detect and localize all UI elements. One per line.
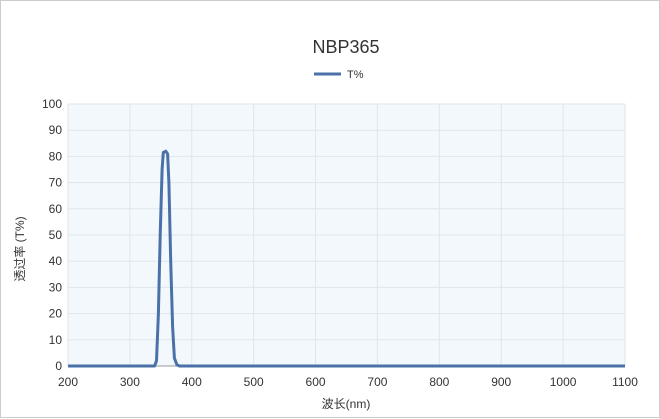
x-tick-label: 1100 (612, 375, 638, 389)
y-tick-label: 80 (49, 149, 63, 163)
x-tick-label: 800 (429, 375, 449, 389)
y-tick-label: 40 (49, 254, 63, 268)
y-tick-label: 60 (49, 202, 63, 216)
y-tick-label: 90 (49, 123, 63, 137)
y-tick-label: 30 (49, 280, 63, 294)
x-tick-label: 300 (120, 375, 140, 389)
x-tick-label: 900 (491, 375, 511, 389)
y-tick-label: 20 (49, 307, 63, 321)
x-tick-label: 700 (367, 375, 387, 389)
legend[interactable]: T% (314, 69, 364, 81)
y-tick-label: 50 (49, 228, 63, 242)
chart-title: NBP365 (312, 37, 379, 57)
y-axis-label: 透过率 (T%) (12, 216, 27, 281)
x-axis-label: 波长(nm) (322, 397, 371, 411)
x-tick-label: 200 (58, 375, 78, 389)
y-tick-label: 0 (55, 359, 62, 373)
x-tick-label: 400 (182, 375, 202, 389)
y-tick-label: 70 (49, 176, 63, 190)
x-tick-label: 500 (244, 375, 264, 389)
series-line (68, 149, 625, 368)
legend-label: T% (347, 69, 364, 81)
y-tick-label: 10 (49, 333, 63, 347)
y-tick-label: 100 (42, 97, 62, 111)
x-tick-label: 1000 (550, 375, 577, 389)
x-tick-label: 600 (306, 375, 326, 389)
